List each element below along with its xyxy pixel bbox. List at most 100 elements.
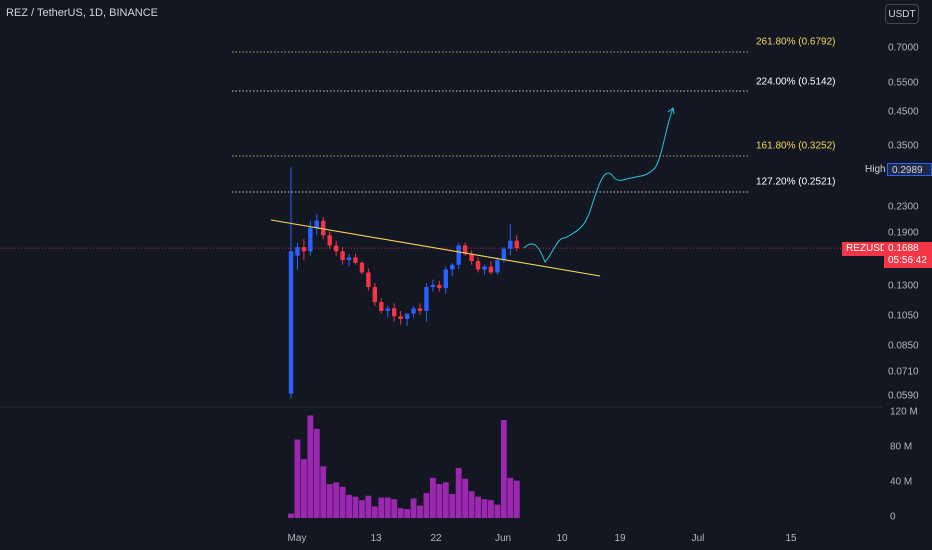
volume-bar [494,504,501,518]
candle-up [508,240,513,249]
volume-bar [326,484,333,518]
candle-up [404,313,410,319]
volume-bar [346,494,352,518]
price-tick: 0.0850 [888,340,919,352]
time-tick: Jul [691,533,705,544]
symbol-price-tag: REZUSDT [842,242,898,256]
price-tick: 0.3500 [888,140,919,152]
volume-tick: 40 M [890,476,913,488]
price-tick: 0.1900 [888,227,919,239]
volume-bar [378,497,385,518]
volume-bar [307,415,314,518]
volume-bar [462,478,469,518]
volume-bar [391,499,398,518]
candle-down [359,262,365,273]
candle-up [385,308,390,311]
candle-down [301,247,307,252]
candle-up [495,260,500,273]
time-tick: 13 [370,533,382,544]
price-tick: 0.1300 [888,280,919,292]
candle-up [288,251,294,394]
time-tick: 10 [556,533,568,544]
fib-label-1618: 161.80% (0.3252) [756,140,836,152]
volume-bar [429,477,436,518]
candle-up [443,269,448,289]
volume-bar [359,500,365,518]
volume-bar [288,513,294,518]
volume-bar [475,496,481,518]
price-tick: 0.4500 [888,106,919,118]
candle-down [437,284,442,289]
price-tick: 0.2300 [888,201,919,213]
time-tick: 15 [785,533,797,544]
volume-bar [442,482,449,518]
candle-down [392,308,397,317]
trendline [270,219,601,277]
countdown-value: 05:56:42 [888,255,927,266]
last-price-tag: 0.1688 05:56:42 [884,242,932,268]
candle-up [501,248,507,261]
time-tick: 19 [614,533,626,544]
volume-bar [507,477,514,518]
price-tick: 0.0590 [888,390,919,402]
price-tick: 0.0710 [888,366,919,378]
volume-bar [339,486,346,518]
volume-bar [365,495,372,518]
last-price-value: 0.1688 [888,243,919,254]
volume-bar [320,466,327,518]
candle-down [514,240,519,249]
high-tag-value: 0.2989 [887,163,932,176]
candle-down [462,245,468,254]
volume-bar [417,505,423,518]
price-tick: 0.1050 [888,310,919,322]
volume-bar [300,459,307,518]
projection-path [523,107,674,263]
candle-up [295,247,300,256]
candle-up [308,227,313,252]
fib-label-1272: 127.20% (0.2521) [756,176,836,188]
candle-up [411,308,416,314]
volume-bar [436,484,443,518]
candle-down [340,251,345,261]
candle-down [372,287,378,303]
volume-bar [384,497,391,518]
currency-button[interactable]: USDT [885,4,919,24]
volume-tick: 120 M [890,406,918,418]
candle-up [346,257,352,261]
volume-bar [468,491,475,518]
candle-down [417,308,423,311]
candle-up [482,266,487,270]
volume-bar [513,480,520,518]
time-tick: May [287,533,307,544]
candle-up [424,287,429,311]
volume-tick: 0 [890,511,896,523]
price-tick: 0.5500 [888,77,919,89]
volume-bar [352,496,359,518]
volume-bar [423,493,430,518]
time-tick: 22 [430,533,442,544]
candle-down [366,272,371,288]
volume-tick: 80 M [890,441,913,453]
candle-down [398,316,403,319]
volume-bar [371,506,378,518]
candle-down [327,235,332,246]
symbol-title[interactable]: REZ / TetherUS, 1D, BINANCE [6,7,159,19]
candle-up [430,284,436,288]
candle-down [321,220,326,236]
candle-down [379,302,384,311]
volume-bar [294,439,301,518]
candle-down [469,253,474,262]
volume-bar [481,499,488,518]
price-tick: 0.7000 [888,42,919,54]
candle-down [333,245,339,252]
time-tick: Jun [494,533,512,544]
candle-up [450,264,455,270]
fib-label-2618: 261.80% (0.6792) [756,36,836,48]
candle-up [314,220,319,228]
volume-bar [333,482,340,518]
volume-bar [397,508,404,518]
volume-bar [410,498,417,518]
volume-bar [488,500,494,518]
volume-bar [449,493,456,518]
